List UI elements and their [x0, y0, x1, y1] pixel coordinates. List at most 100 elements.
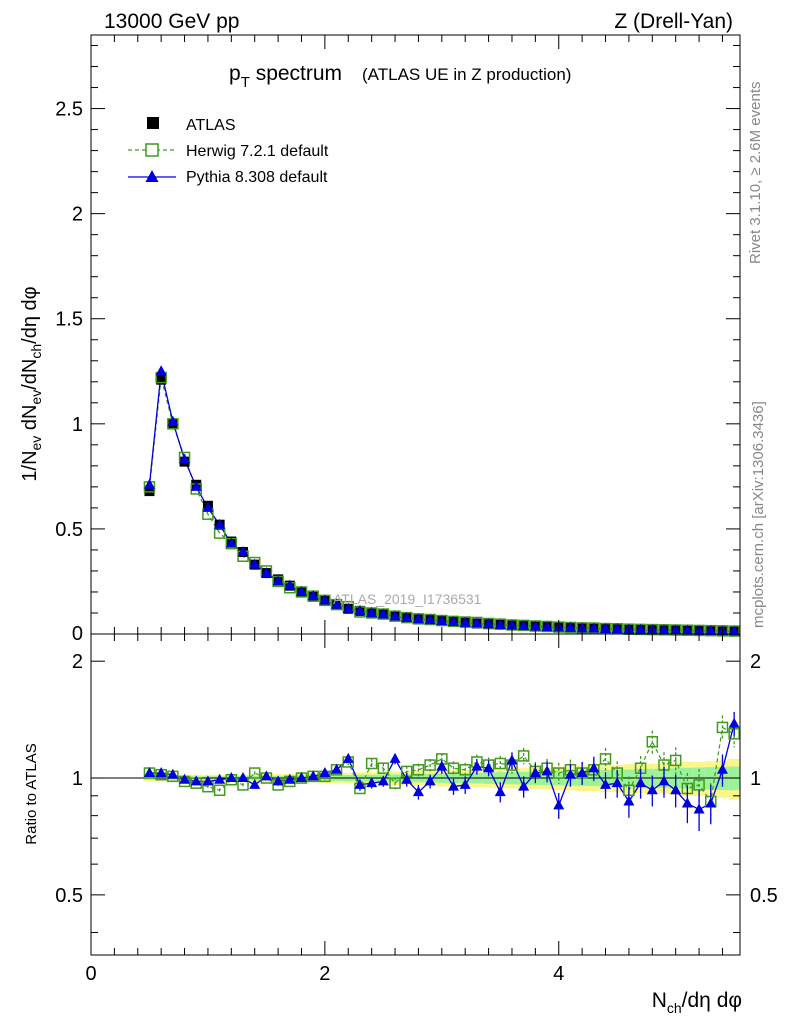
herwig-ratio-point [459, 764, 471, 776]
legend: ATLAS Herwig 7.2.1 default Pythia 8.308 … [128, 117, 329, 186]
header-left: 13000 GeV pp [104, 10, 239, 33]
pythia-ratio-point [658, 775, 670, 786]
atlas-main-point [156, 374, 167, 385]
pythia-ratio-point [448, 780, 460, 791]
x-tick-label: 4 [553, 963, 564, 985]
pythia-main-point [143, 478, 155, 489]
header-right: Z (Drell-Yan) [614, 10, 733, 33]
pythia-ratio-point [225, 772, 237, 783]
pythia-ratio-point [249, 778, 261, 789]
herwig-ratio-point [447, 762, 460, 774]
pythia-main-point [377, 608, 389, 619]
pythia-main-point [506, 619, 518, 630]
pythia-ratio-point [424, 775, 436, 786]
axis-ticks: 0 0.5 1 1.5 2 2.5 0 2 4 0.5 0.5 1 1 2 2 [55, 35, 778, 985]
analysis-watermark: ATLAS_2019_I1736531 [333, 591, 482, 607]
pythia-ratio-point [646, 784, 658, 795]
pythia-main-point [588, 622, 600, 633]
pythia-ratio-point [295, 772, 307, 783]
ratio-y-tick-label-right: 0.5 [750, 885, 778, 907]
ratio-frame [90, 633, 741, 956]
herwig-ratio-point [248, 767, 261, 779]
x-axis-label: Nch/dη dφ [652, 989, 742, 1016]
atlas-main-point [144, 486, 155, 497]
herwig-ratio-point [424, 759, 436, 771]
pythia-main-point [529, 620, 541, 631]
pythia-main-point [225, 537, 237, 548]
pythia-main-point [331, 598, 343, 609]
pythia-ratio-point [518, 780, 530, 791]
main-y-tick-label: 1 [72, 414, 83, 436]
pythia-ratio-point [366, 777, 378, 788]
pythia-ratio-point [576, 767, 588, 778]
pythia-ratio-point [529, 767, 541, 778]
title-sub: T [241, 74, 250, 91]
pythia-main-point [436, 615, 448, 626]
pythia-ratio-point [401, 773, 413, 784]
pythia-main-point [342, 602, 354, 613]
y-axis-label-main: 1/Nev dNev/dNch/dη dφ [19, 286, 44, 481]
pythia-ratio-point [412, 786, 424, 797]
pythia-ratio-point [693, 803, 705, 814]
main-y-tick-label: 2 [72, 204, 83, 226]
pythia-ratio-point [202, 775, 214, 786]
x-tick-label: 0 [85, 963, 96, 985]
pythia-ratio-point [716, 763, 728, 774]
pythia-main-point [260, 567, 272, 578]
pythia-ratio-point [623, 795, 635, 806]
pythia-ratio-point [377, 775, 389, 786]
pythia-ratio-point [483, 762, 495, 773]
title-p: p [229, 62, 241, 85]
pythia-ratio-point [354, 778, 366, 789]
ratio-y-tick-label-right: 1 [750, 768, 761, 790]
main-y-tick-label: 2.5 [55, 99, 83, 121]
pythia-main-point [307, 590, 319, 601]
pythia-main-point [366, 606, 378, 617]
rivet-label: Rivet 3.1.10, ≥ 2.6M events [747, 82, 764, 265]
x-tick-label: 2 [319, 963, 330, 985]
main-y-tick-label: 0.5 [55, 519, 83, 541]
herwig-ratio-point [517, 750, 530, 762]
plot-title-note: (ATLAS UE in Z production) [362, 65, 571, 84]
pythia-ratio-point [214, 773, 226, 784]
pythia-ratio-point [670, 784, 682, 795]
pythia-main-point [167, 415, 179, 426]
pythia-main-point [448, 616, 460, 627]
pythia-main-point [190, 480, 202, 491]
pythia-main-point [471, 617, 483, 628]
pythia-ratio-point [506, 754, 518, 765]
pythia-main-point [483, 618, 495, 629]
title-rest: spectrum [250, 62, 342, 85]
main-y-tick-label: 1.5 [55, 309, 83, 331]
pythia-ratio-point [143, 767, 155, 778]
pythia-ratio-point [389, 752, 401, 763]
legend-herwig-label: Herwig 7.2.1 default [186, 143, 329, 160]
pythia-main-point [611, 623, 623, 634]
pythia-main-point [705, 625, 717, 636]
pythia-main-point [272, 575, 284, 586]
pythia-ratio-point [436, 760, 448, 771]
pythia-main-point [179, 453, 191, 464]
herwig-ratio-point [716, 721, 729, 734]
pythia-ratio-point [272, 775, 284, 786]
pythia-main-point [494, 618, 506, 629]
pythia-ratio-point [459, 778, 471, 789]
pythia-ratio-point [635, 777, 647, 788]
pythia-main-point [237, 546, 249, 557]
pythia-main-point [202, 501, 214, 512]
legend-herwig-marker [145, 143, 159, 157]
pythia-main-point [541, 621, 553, 632]
herwig-ratio-point [693, 779, 705, 791]
pythia-ratio-point [600, 778, 612, 789]
herwig-ratio-point [412, 764, 425, 776]
ratio-y-tick-label-right: 2 [750, 651, 761, 673]
y-axis-label-ratio: Ratio to ATLAS [23, 743, 40, 844]
pythia-ratio-point [237, 772, 249, 783]
ratio-y-tick-label-left: 1 [72, 768, 83, 790]
herwig-ratio-point [389, 777, 401, 789]
pythia-main-point [295, 585, 307, 596]
herwig-ratio-point [365, 757, 378, 770]
legend-pythia-label: Pythia 8.308 default [186, 169, 328, 186]
pythia-ratio-point [564, 768, 576, 779]
